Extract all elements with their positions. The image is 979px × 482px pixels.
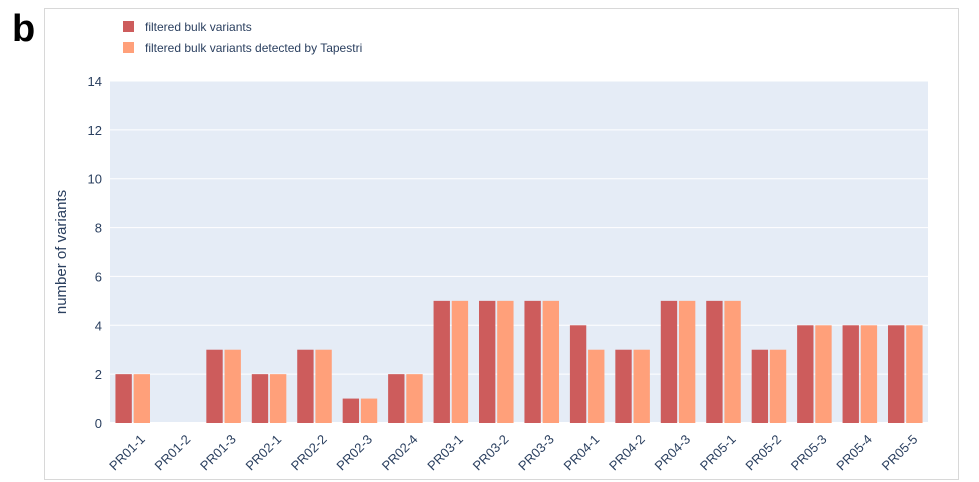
y-tick-label: 6 xyxy=(95,269,102,284)
x-tick-label: PR02-3 xyxy=(333,432,375,474)
y-tick-label: 4 xyxy=(95,318,102,333)
x-tick-label: PR02-4 xyxy=(379,432,421,474)
bar-PR05-4-series-1 xyxy=(842,325,859,423)
bar-PR05-2-series-1 xyxy=(751,349,769,423)
bar-PR04-2-series-1 xyxy=(615,349,632,423)
y-tick-label: 10 xyxy=(88,172,102,187)
bar-PR05-1-series-1 xyxy=(706,300,723,423)
bar-PR03-3-series-2 xyxy=(542,300,559,423)
bar-PR02-2-series-2 xyxy=(315,349,332,423)
bar-PR05-3-series-2 xyxy=(815,325,832,423)
bar-PR01-3-series-2 xyxy=(224,349,241,423)
bar-PR05-5-series-1 xyxy=(888,325,905,423)
x-tick-label: PR04-3 xyxy=(651,432,693,474)
bar-PR03-2-series-1 xyxy=(479,300,496,423)
x-tick-label: PR05-3 xyxy=(788,432,830,474)
bar-PR04-1-series-1 xyxy=(569,325,587,423)
bar-PR02-1-series-2 xyxy=(269,374,287,423)
bar-PR01-3-series-1 xyxy=(206,349,223,423)
x-tick-label: PR02-1 xyxy=(242,432,284,474)
legend-label-filtered-bulk: filtered bulk variants xyxy=(145,20,252,34)
x-tick-label: PR04-2 xyxy=(606,432,648,474)
y-tick-label: 12 xyxy=(88,123,102,138)
legend-swatch-filtered-bulk xyxy=(123,21,134,32)
y-axis-title: number of variants xyxy=(53,190,70,314)
bar-PR04-2-series-2 xyxy=(633,349,650,423)
legend: filtered bulk variants filtered bulk var… xyxy=(123,20,362,55)
bar-PR02-4-series-1 xyxy=(388,374,405,423)
bars xyxy=(115,300,923,423)
bar-PR01-1-series-2 xyxy=(133,374,150,423)
bar-PR02-4-series-2 xyxy=(406,374,423,423)
bar-PR05-4-series-2 xyxy=(860,325,878,423)
legend-swatch-detected-tapestri xyxy=(123,42,134,53)
y-tick-label: 0 xyxy=(95,416,102,431)
x-axis-ticks: PR01-1 PR01-2 PR01-3 PR02-1 PR02-2 PR02-3 PR02… xyxy=(106,432,920,474)
bar-PR05-3-series-1 xyxy=(797,325,814,423)
gridlines xyxy=(110,80,928,424)
x-tick-label: PR01-1 xyxy=(106,432,148,474)
x-tick-label: PR01-2 xyxy=(152,432,194,474)
legend-label-detected-tapestri: filtered bulk variants detected by Tapes… xyxy=(145,41,362,55)
y-tick-label: 2 xyxy=(95,367,102,382)
bar-PR05-2-series-2 xyxy=(769,349,787,423)
x-tick-label: PR04-1 xyxy=(561,432,603,474)
x-tick-label: PR05-4 xyxy=(833,432,875,474)
bar-PR01-1-series-1 xyxy=(115,374,132,423)
x-tick-label: PR05-1 xyxy=(697,432,739,474)
x-tick-label: PR02-2 xyxy=(288,432,330,474)
bar-PR04-1-series-2 xyxy=(588,349,605,423)
x-tick-label: PR05-2 xyxy=(742,432,784,474)
bar-PR04-3-series-2 xyxy=(678,300,696,423)
y-tick-label: 8 xyxy=(95,221,102,236)
bar-PR02-3-series-1 xyxy=(342,398,360,423)
x-tick-label: PR05-5 xyxy=(879,432,921,474)
x-tick-label: PR03-3 xyxy=(515,432,557,474)
bar-PR03-1-series-1 xyxy=(433,300,450,423)
bar-PR05-1-series-2 xyxy=(724,300,741,423)
panel-label: b xyxy=(12,8,36,50)
bar-PR02-2-series-1 xyxy=(297,349,314,423)
x-tick-label: PR03-2 xyxy=(470,432,512,474)
bar-PR03-1-series-2 xyxy=(451,300,469,423)
bar-PR05-5-series-2 xyxy=(906,325,923,423)
bar-PR03-2-series-2 xyxy=(497,300,514,423)
bar-PR02-1-series-1 xyxy=(251,374,269,423)
bar-PR02-3-series-2 xyxy=(360,398,378,423)
bar-PR04-3-series-1 xyxy=(660,300,678,423)
x-tick-label: PR03-1 xyxy=(424,432,466,474)
bar-PR03-3-series-1 xyxy=(524,300,541,423)
y-tick-label: 14 xyxy=(88,74,102,89)
x-tick-label: PR01-3 xyxy=(197,432,239,474)
y-axis-ticks: 0 2 4 6 8 10 12 14 xyxy=(88,74,102,431)
plot-area xyxy=(110,81,928,423)
